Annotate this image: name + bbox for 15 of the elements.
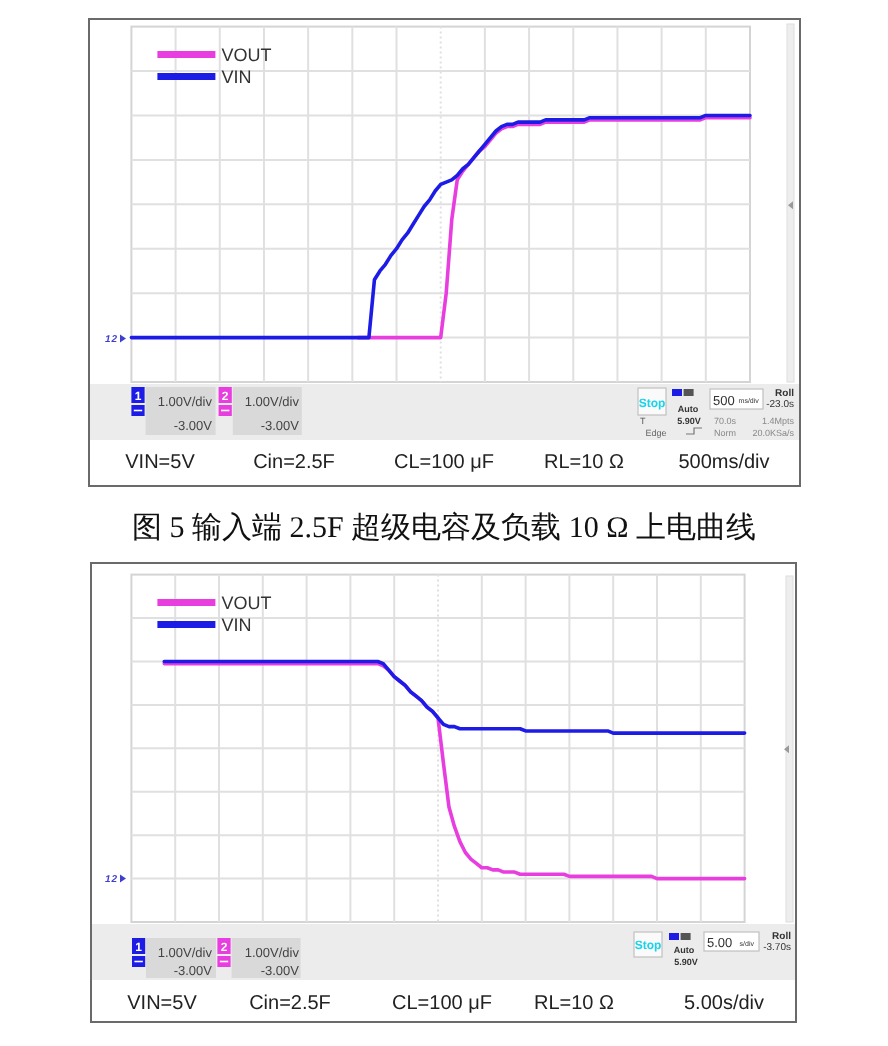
annotation: VIN=5V xyxy=(125,452,195,474)
legend-label: VIN xyxy=(221,615,252,635)
annotation: 5.00s/div xyxy=(683,992,765,1015)
annotation: 500ms/div xyxy=(678,452,770,474)
annotation: Cin=2.5F xyxy=(253,452,335,474)
annotation: RL=10 Ω xyxy=(544,452,624,474)
legend-label: VOUT xyxy=(221,45,272,65)
legend-label: VIN xyxy=(221,67,252,87)
annotation: CL=100 μF xyxy=(394,452,494,474)
annotation: CL=100 μF xyxy=(392,992,492,1015)
annotation: Cin=2.5F xyxy=(249,992,331,1015)
annotation: RL=10 Ω xyxy=(534,992,614,1015)
annotation: VIN=5V xyxy=(127,992,197,1015)
legend-label: VOUT xyxy=(221,593,272,613)
annotation: 图 5 输入端 2.5F 超级电容及负载 10 Ω 上电曲线 xyxy=(132,513,756,545)
